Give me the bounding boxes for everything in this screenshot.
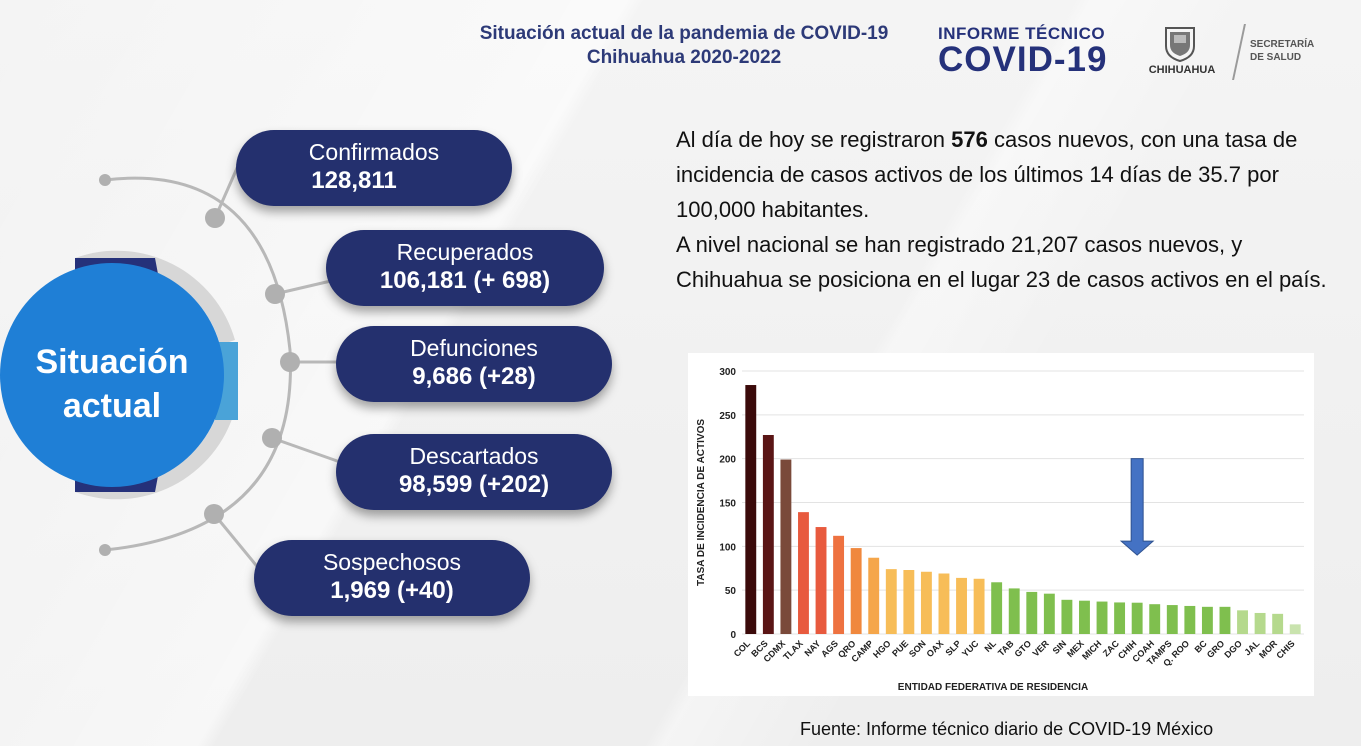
- situacion-circle: [0, 250, 238, 500]
- confirmados-value: 128,811: [311, 167, 397, 194]
- summary-p1-rest: casos nuevos, con una tasa de incidencia…: [676, 127, 1298, 222]
- chihuahua-logo-text: CHIHUAHUA: [1148, 64, 1216, 76]
- x-tick-label: GRO: [1205, 638, 1227, 660]
- bar-ver: [1043, 593, 1055, 634]
- situacion-title: Situación actual: [12, 340, 212, 428]
- bar-chih: [1131, 602, 1143, 634]
- bar-gro: [1219, 606, 1231, 634]
- defunciones-label: Defunciones: [410, 335, 538, 361]
- x-tick-label: PUE: [890, 638, 910, 658]
- summary-paragraph: Al día de hoy se registraron 576 casos n…: [676, 122, 1336, 297]
- x-tick-label: MICH: [1080, 638, 1103, 661]
- y-tick-label: 200: [719, 455, 736, 466]
- x-tick-label: HGO: [871, 638, 893, 660]
- bar-sin: [1061, 599, 1073, 634]
- bar-chis: [1289, 624, 1301, 634]
- x-tick-label: VER: [1031, 638, 1052, 659]
- summary-p1: Al día de hoy se registraron 576 casos n…: [676, 122, 1336, 227]
- confirmados-label: Confirmados: [308, 139, 440, 165]
- bar-dgo: [1237, 610, 1248, 634]
- y-tick-label: 150: [719, 499, 736, 510]
- descartados-card: Descartados 98,599 (+202): [336, 434, 612, 510]
- confirmados-card: Confirmados 128,811: [236, 130, 512, 206]
- defunciones-card: Defunciones 9,686 (+28): [336, 326, 612, 402]
- highlight-arrow-icon: [1119, 458, 1155, 556]
- bar-tlax: [798, 512, 809, 634]
- informe-tecnico-label: INFORME TÉCNICO: [938, 24, 1106, 43]
- x-tick-label: NAY: [803, 638, 823, 658]
- x-tick-label: SON: [907, 638, 928, 659]
- x-tick-label: TLAX: [781, 638, 805, 662]
- summary-p1-text: Al día de hoy se registraron: [676, 127, 952, 152]
- x-tick-label: GTO: [1012, 638, 1033, 659]
- recuperados-value: 106,181 (+ 698): [379, 267, 551, 294]
- sospechosos-card: Sospechosos 1,969 (+40): [254, 540, 530, 616]
- bar-mor: [1272, 613, 1284, 634]
- y-tick-label: 0: [730, 630, 736, 641]
- x-tick-label: SLP: [943, 638, 962, 657]
- incidence-chart-svg: 050100150200250300COLBCSCDMXTLAXNAYAGSQR…: [696, 367, 1304, 693]
- bar-nl: [991, 582, 1003, 634]
- new-cases-count: 576: [951, 127, 988, 152]
- secretaria-line-2: DE SALUD: [1250, 52, 1302, 63]
- secretaria-line-1: SECRETARÍA: [1250, 39, 1315, 50]
- bar-bc: [1201, 606, 1213, 634]
- secretaria-salud-logo: SECRETARÍA DE SALUD: [1250, 38, 1314, 64]
- y-tick-label: 100: [719, 542, 736, 553]
- bar-pue: [903, 570, 915, 634]
- situacion-line-1: Situación: [35, 343, 189, 381]
- bar-tab: [1008, 588, 1020, 634]
- title-line-1: Situación actual de la pandemia de COVID…: [479, 23, 889, 44]
- situacion-line-2: actual: [62, 387, 162, 425]
- bar-hgo: [885, 569, 897, 634]
- recuperados-card: Recuperados 106,181 (+ 698): [326, 230, 604, 306]
- bar-ags: [833, 535, 845, 634]
- title-line-2: Chihuahua 2020-2022: [586, 47, 782, 68]
- chihuahua-shield-icon: [1165, 27, 1195, 62]
- connector-arcs: [99, 149, 341, 571]
- incidence-chart: 0 50 100 150 200 250 300 COL BCS CDMX TLAX NAY AGS QR…: [688, 353, 1314, 696]
- bar-slp: [956, 577, 967, 634]
- bar-camp: [868, 557, 880, 634]
- summary-p2: A nivel nacional se han registrado 21,20…: [676, 232, 1327, 292]
- bar-gto: [1026, 591, 1038, 634]
- bar-jal: [1254, 612, 1266, 634]
- defunciones-value: 9,686 (+28): [412, 363, 536, 390]
- bar-son: [920, 571, 932, 634]
- descartados-value: 98,599 (+202): [398, 471, 550, 498]
- recuperados-label: Recuperados: [396, 239, 534, 265]
- covid-19-label: COVID-19: [938, 40, 1108, 79]
- sospechosos-label: Sospechosos: [322, 549, 462, 575]
- x-tick-label: MOR: [1257, 638, 1279, 660]
- bar-yuc: [973, 578, 985, 634]
- x-tick-label: CHIS: [1274, 638, 1296, 660]
- page-title: Situación actual de la pandemia de COVID…: [440, 22, 928, 70]
- x-axis-label: ENTIDAD FEDERATIVA DE RESIDENCIA: [898, 682, 1088, 693]
- y-tick-label: 300: [719, 367, 736, 378]
- bar-mich: [1096, 601, 1108, 634]
- bar-oax: [938, 573, 950, 634]
- x-tick-label: COL: [732, 638, 753, 659]
- x-tick-label: YUC: [960, 638, 981, 659]
- y-tick-label: 50: [725, 586, 737, 597]
- bar-nay: [815, 527, 827, 634]
- x-tick-label: DGO: [1222, 638, 1244, 660]
- y-axis-label: TASA DE INCIDENCIA DE ACTIVOS: [696, 419, 707, 586]
- bar-coah: [1149, 604, 1161, 634]
- bar-mex: [1079, 600, 1090, 634]
- bar-col: [745, 385, 757, 634]
- bar-zac: [1114, 602, 1126, 634]
- source-note: Fuente: Informe técnico diario de COVID-…: [800, 719, 1214, 739]
- sospechosos-value: 1,969 (+40): [330, 577, 454, 604]
- bar-qroo: [1184, 605, 1196, 634]
- descartados-label: Descartados: [409, 443, 539, 469]
- bar-cdmx: [780, 459, 792, 634]
- bar-bcs: [762, 434, 774, 634]
- x-tick-label: AGS: [819, 638, 840, 659]
- y-tick-label: 250: [719, 411, 736, 422]
- bar-qro: [850, 548, 862, 634]
- x-tick-label: TAB: [996, 638, 1016, 658]
- bar-tamps: [1166, 605, 1178, 634]
- x-tick-label: OAX: [925, 638, 946, 659]
